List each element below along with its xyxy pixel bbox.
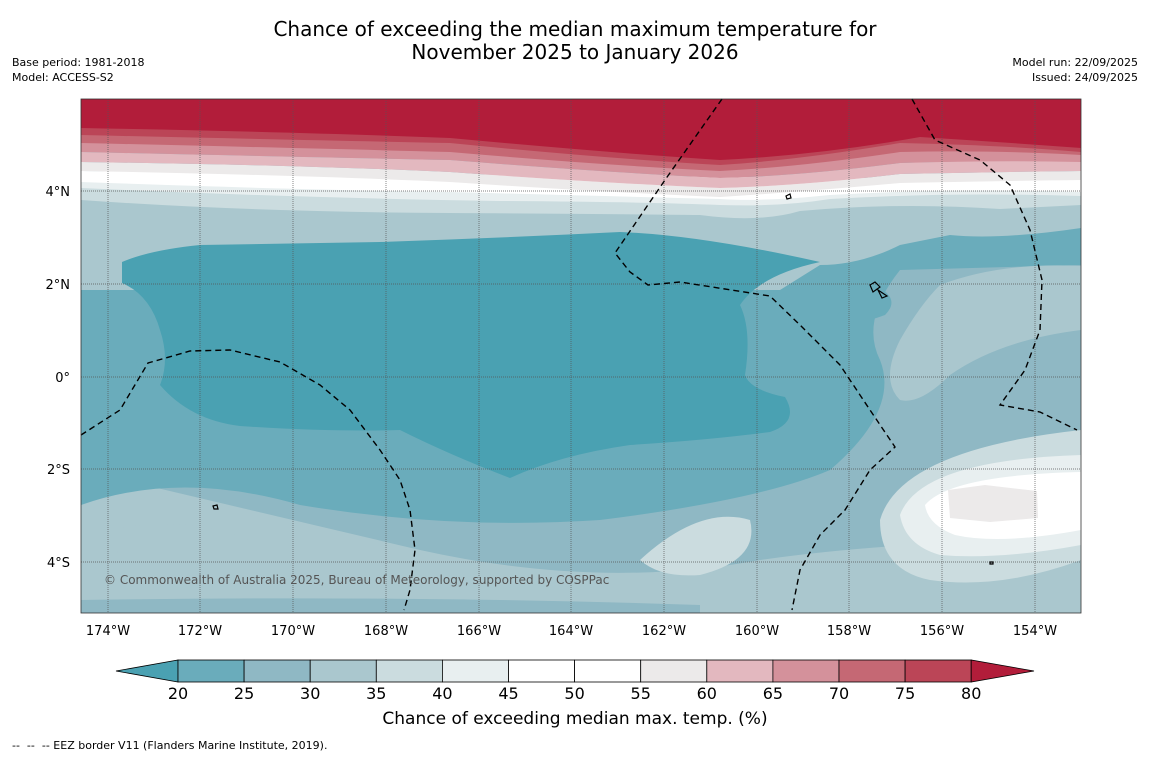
colorbar-tick-label: 40	[432, 684, 452, 703]
colorbar-segment	[706, 659, 774, 683]
longitude-label: 160°W	[735, 624, 779, 639]
island-coast	[876, 288, 889, 299]
latitude-label: 4°N	[46, 185, 71, 200]
colorbar-tick-label: 80	[961, 684, 981, 703]
colorbar-tick-label: 60	[697, 684, 717, 703]
colorbar-segment	[838, 659, 906, 683]
colorbar-segment	[441, 659, 509, 683]
copyright-text: © Commonwealth of Australia 2025, Bureau…	[104, 573, 609, 587]
map-frame	[80, 98, 1082, 614]
island-coast	[869, 281, 881, 293]
latitude-label: 2°S	[47, 463, 70, 478]
longitude-label: 170°W	[271, 624, 315, 639]
colorbar-tick-label: 55	[631, 684, 651, 703]
colorbar-segment	[508, 659, 575, 683]
issued-text: Issued: 24/09/2025	[1031, 71, 1138, 84]
island-coast	[212, 504, 219, 510]
longitude-label: 156°W	[920, 624, 964, 639]
latitude-label: 0°	[55, 371, 70, 386]
colorbar: 20 25 30 35 40 45 50 55 60 65 70 75 80	[115, 659, 1035, 703]
latitude-labels: 4°N 2°N 0° 2°S 4°S	[46, 185, 71, 571]
eez-border-east	[911, 98, 1078, 431]
model-text: Model: ACCESS-S2	[12, 71, 114, 84]
colorbar-segment	[640, 659, 708, 683]
colorbar-arrow-high	[970, 659, 1035, 683]
footer-legend: -- -- -- EEZ border V11 (Flanders Marine…	[12, 739, 328, 752]
longitude-label: 164°W	[549, 624, 593, 639]
colorbar-tick-label: 75	[895, 684, 915, 703]
colorbar-tick-label: 70	[829, 684, 849, 703]
south-patch-35-40	[640, 516, 752, 576]
title-line-2: November 2025 to January 2026	[411, 40, 739, 64]
coastlines	[212, 193, 994, 565]
colorbar-segment	[574, 659, 642, 683]
colorbar-segment	[309, 659, 377, 683]
colorbar-segment	[177, 659, 245, 683]
longitude-label: 174°W	[86, 624, 130, 639]
longitude-label: 158°W	[827, 624, 871, 639]
longitude-label: 162°W	[642, 624, 686, 639]
band-above-80	[81, 99, 1081, 160]
longitude-label: 154°W	[1013, 624, 1057, 639]
colorbar-tick-label: 50	[564, 684, 584, 703]
sw-patch-30-35	[116, 524, 260, 585]
chart-title: Chance of exceeding the median maximum t…	[0, 18, 1150, 64]
small-patch-25-30	[118, 362, 141, 372]
south-band-30-35	[81, 470, 1081, 613]
latitude-label: 2°N	[46, 278, 71, 293]
colorbar-arrow-low	[115, 659, 179, 683]
colorbar-tick-label: 35	[366, 684, 386, 703]
south-edge-25-30	[81, 598, 700, 613]
eez-borders	[80, 98, 1078, 611]
colorbar-tick-label: 45	[498, 684, 518, 703]
graticule	[81, 99, 1081, 613]
east-band-30-35	[890, 265, 1081, 401]
island-coast	[989, 561, 994, 565]
colorbar-title: Chance of exceeding median max. temp. (%…	[382, 709, 768, 729]
band-55-60	[81, 162, 1081, 197]
core-below-25	[122, 232, 820, 478]
colorbar-segment	[243, 659, 311, 683]
eez-border-west	[80, 349, 416, 611]
title-line-1: Chance of exceeding the median maximum t…	[273, 17, 877, 41]
colorbar-segment	[375, 659, 443, 683]
longitude-label: 172°W	[178, 624, 222, 639]
base-period-text: Base period: 1981-2018	[12, 56, 145, 69]
latitude-label: 4°S	[47, 556, 70, 571]
colorbar-segment	[904, 659, 972, 683]
longitude-label: 168°W	[364, 624, 408, 639]
model-run-text: Model run: 22/09/2025	[1012, 56, 1138, 69]
meta-right: Model run: 22/09/2025 Issued: 24/09/2025	[1012, 55, 1138, 85]
se-warm-core-55-60	[948, 485, 1038, 522]
colorbar-tick-label: 65	[763, 684, 783, 703]
longitude-label: 166°W	[457, 624, 501, 639]
probability-field	[81, 99, 1081, 613]
colorbar-tick-label: 30	[300, 684, 320, 703]
colorbar-segment	[772, 659, 840, 683]
colorbar-tick-label: 25	[234, 684, 254, 703]
eez-border-central	[614, 98, 896, 611]
island-coast	[785, 193, 792, 200]
longitude-labels: 174°W 172°W 170°W 168°W 166°W 164°W 162°W 160°W…	[86, 624, 1057, 639]
band-60-65	[81, 152, 1081, 188]
meta-left: Base period: 1981-2018 Model: ACCESS-S2	[12, 55, 144, 85]
colorbar-tick-label: 20	[168, 684, 188, 703]
